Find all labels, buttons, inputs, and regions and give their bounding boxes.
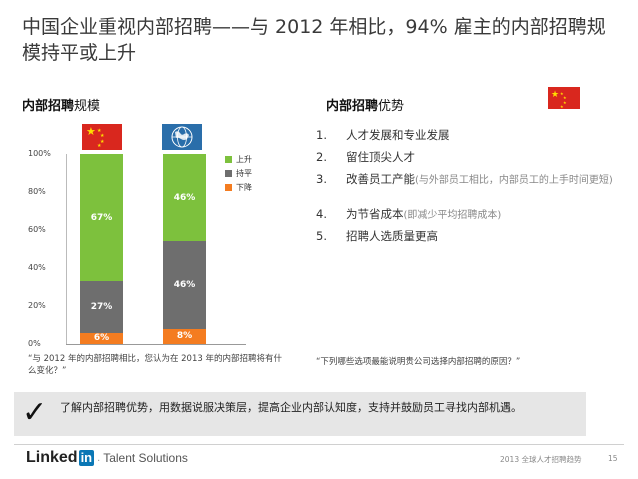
- bar-segment-up: 67%: [80, 154, 123, 282]
- list-item-text: 为节省成本(即减少平均招聘成本): [346, 207, 502, 221]
- right-section-heading: 内部招聘优势: [326, 95, 404, 114]
- bar-segment-down: 8%: [163, 328, 206, 344]
- right-heading-light: 优势: [378, 99, 405, 114]
- list-item-text: 留住顶尖人才: [346, 150, 415, 164]
- china-flag-icon: ★ ★ ★ ★ ★: [82, 124, 122, 150]
- footer-divider: [14, 444, 624, 445]
- y-tick: 20%: [28, 301, 46, 310]
- list-item: 4. 为节省成本(即减少平均招聘成本): [316, 207, 616, 223]
- y-axis: [66, 154, 67, 344]
- y-tick: 40%: [28, 263, 46, 272]
- legend-label-up: 上升: [236, 155, 252, 164]
- checkmark-icon: ✓: [22, 395, 48, 430]
- list-item-text: 招聘人选质量更高: [346, 229, 438, 243]
- bar-value-label: 46%: [173, 192, 196, 203]
- logo-linked-text: Linked: [26, 449, 78, 466]
- legend-swatch-down: [225, 184, 232, 191]
- list-item-subtext: (即减少平均招聘成本): [403, 210, 502, 221]
- takeaway-banner: [14, 392, 586, 436]
- left-heading-light: 规模: [74, 99, 101, 114]
- list-item-number: 2.: [316, 150, 327, 164]
- legend-item-same: 持平: [225, 168, 252, 179]
- bar-value-label: 46%: [173, 280, 196, 291]
- legend-item-up: 上升: [225, 154, 252, 165]
- x-axis: [66, 344, 246, 345]
- list-item-text: 改善员工产能(与外部员工相比，内部员工的上手时间更短): [346, 172, 613, 186]
- y-tick: 80%: [28, 187, 46, 196]
- bar-segment-down: 6%: [80, 332, 123, 344]
- right-heading-bold: 内部招聘: [326, 99, 379, 114]
- bar-value-label: 27%: [90, 301, 113, 312]
- list-item: 2. 留住顶尖人才: [316, 150, 616, 165]
- legend-item-down: 下降: [225, 182, 252, 193]
- legend-label-down: 下降: [236, 183, 252, 192]
- list-item-number: 1.: [316, 128, 327, 142]
- right-survey-question: “下列哪些选项最能说明贵公司选择内部招聘的原因？”: [316, 357, 521, 367]
- list-item: 1. 人才发展和专业发展: [316, 128, 616, 143]
- list-item-number: 4.: [316, 207, 327, 221]
- page-number: 15: [608, 454, 618, 463]
- bar-value-label: 67%: [90, 212, 113, 223]
- bar-segment-up: 46%: [163, 154, 206, 242]
- list-item-number: 5.: [316, 229, 327, 243]
- left-survey-question: “与 2012 年的内部招聘相比，您认为在 2013 年的内部招聘将有什么变化？…: [28, 354, 282, 376]
- takeaway-text: 了解内部招聘优势，用数据说服决策层，提高企业内部认知度，支持并鼓励员工寻找内部机…: [60, 401, 522, 414]
- legend-label-same: 持平: [236, 169, 252, 178]
- list-item: 3. 改善员工产能(与外部员工相比，内部员工的上手时间更短): [316, 172, 616, 188]
- bar-segment-same: 27%: [80, 281, 123, 333]
- y-tick: 100%: [28, 149, 51, 158]
- list-item-text: 人才发展和专业发展: [346, 128, 450, 142]
- left-heading-bold: 内部招聘: [22, 99, 75, 114]
- logo-talent-solutions: Talent Solutions: [103, 451, 188, 465]
- bar-segment-same: 46%: [163, 241, 206, 329]
- y-tick: 60%: [28, 225, 46, 234]
- bar-value-label: 6%: [93, 333, 110, 344]
- bar-value-label: 8%: [176, 331, 193, 342]
- legend-swatch-same: [225, 170, 232, 177]
- linkedin-logo: Linked in . Talent Solutions: [26, 449, 188, 467]
- logo-in-box: in: [78, 450, 95, 466]
- y-tick: 0%: [28, 339, 41, 348]
- left-section-heading: 内部招聘规模: [22, 95, 100, 114]
- list-item-subtext: (与外部员工相比，内部员工的上手时间更短): [415, 175, 613, 186]
- footer-report-name: 2013 全球人才招聘趋势: [500, 455, 582, 464]
- logo-separator: .: [97, 452, 101, 464]
- page-title: 中国企业重视内部招聘——与 2012 年相比，94% 雇主的内部招聘规模持平或上…: [22, 16, 606, 64]
- world-flag-icon: [162, 124, 202, 150]
- list-item-number: 3.: [316, 172, 327, 186]
- legend-swatch-up: [225, 156, 232, 163]
- list-item: 5. 招聘人选质量更高: [316, 229, 616, 244]
- china-flag-icon-right: ★ ★ ★ ★ ★: [548, 87, 580, 109]
